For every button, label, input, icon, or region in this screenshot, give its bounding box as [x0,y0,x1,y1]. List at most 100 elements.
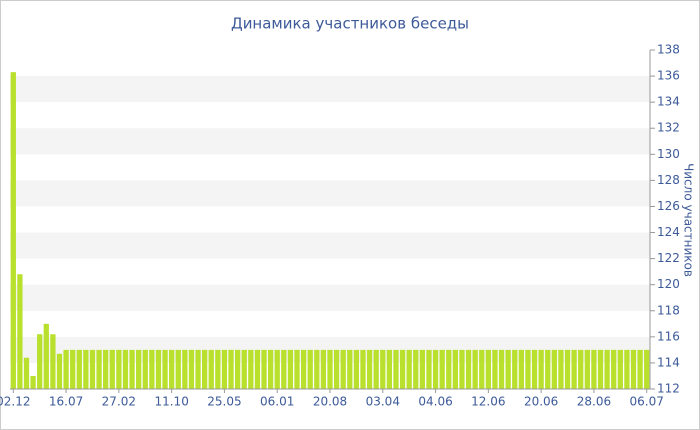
bar [109,349,115,389]
bar [380,349,386,389]
bar [644,349,650,389]
bar [188,349,195,389]
x-tick-label: 06.07 [630,395,664,409]
bar [432,349,439,389]
bar [465,349,472,389]
y-tick-label: 134 [657,95,680,109]
bar [83,349,89,389]
y-tick-label: 118 [657,303,680,317]
y-tick-label: 120 [657,277,680,291]
bar [89,349,96,389]
bar [558,349,564,389]
grid-band [10,232,650,259]
bar [492,349,498,389]
bar [248,349,254,389]
x-tick-label: 20.08 [313,395,347,409]
bar [459,349,465,389]
bar [439,349,445,389]
bar [314,349,320,389]
bar [564,349,571,389]
bar [261,349,267,389]
bar [30,375,36,389]
bar [155,349,162,389]
bar [452,349,458,389]
bar [37,334,43,389]
bar [472,349,478,389]
x-tick-label: 16.07 [49,395,83,409]
bar [406,349,412,389]
bar [281,349,287,389]
bar [202,349,208,389]
bar [446,349,452,389]
bar [208,349,214,389]
y-tick-label: 116 [657,329,680,343]
bar [340,349,346,389]
bar [571,349,577,389]
grid-band [10,128,650,155]
y-axis-label: Число участников [682,163,696,277]
x-tick-label: 20.06 [524,395,558,409]
bar [162,349,168,389]
bar [182,349,188,389]
bar [221,349,228,389]
bar [386,349,393,389]
bar [353,349,360,389]
bar [637,349,643,389]
bar [545,349,551,389]
x-tick-label: 06.01 [260,395,294,409]
grid-band [10,76,650,103]
y-tick-label: 128 [657,173,680,187]
bar [624,349,630,389]
y-tick-label: 112 [657,382,680,396]
bar [584,349,590,389]
bar [63,349,69,389]
bar [169,349,175,389]
bar [175,349,181,389]
bar [485,349,491,389]
x-tick-label: 25.05 [207,395,241,409]
bar [300,349,307,389]
bar [498,349,505,389]
bar [122,349,129,389]
bar [525,349,531,389]
x-tick-label: 04.06 [418,395,452,409]
bar [360,349,366,389]
bar [591,349,597,389]
bar [195,349,201,389]
bar [142,349,148,389]
y-tick-label: 122 [657,251,680,265]
bar [136,349,142,389]
bar [294,349,300,389]
x-tick-label: 27.02 [102,395,136,409]
bar [96,349,102,389]
bar [307,349,313,389]
bar [327,349,333,389]
bar [228,349,234,389]
bar [76,349,82,389]
y-tick-label: 126 [657,199,680,213]
bar [267,349,274,389]
bar [241,349,247,389]
bar [116,349,122,389]
x-tick-label: 03.04 [366,395,400,409]
bar [320,349,327,389]
y-tick-label: 136 [657,69,680,83]
x-tick-label: 12.06 [471,395,505,409]
bar [50,334,56,389]
bar [611,349,617,389]
bar [617,349,623,389]
bar [23,357,30,389]
bar [551,349,557,389]
bar [604,349,610,389]
bar [512,349,518,389]
x-tick-label: 02.12 [0,395,30,409]
bar [10,72,16,390]
chart-title: Динамика участников беседы [231,15,469,33]
y-tick-label: 138 [657,43,680,57]
bar [630,349,637,389]
bar [479,349,485,389]
bar [274,349,280,389]
bar [234,349,241,389]
bar [17,274,23,389]
bar [597,349,604,389]
